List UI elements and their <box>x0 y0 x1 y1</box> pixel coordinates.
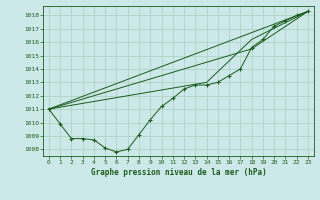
X-axis label: Graphe pression niveau de la mer (hPa): Graphe pression niveau de la mer (hPa) <box>91 168 266 177</box>
